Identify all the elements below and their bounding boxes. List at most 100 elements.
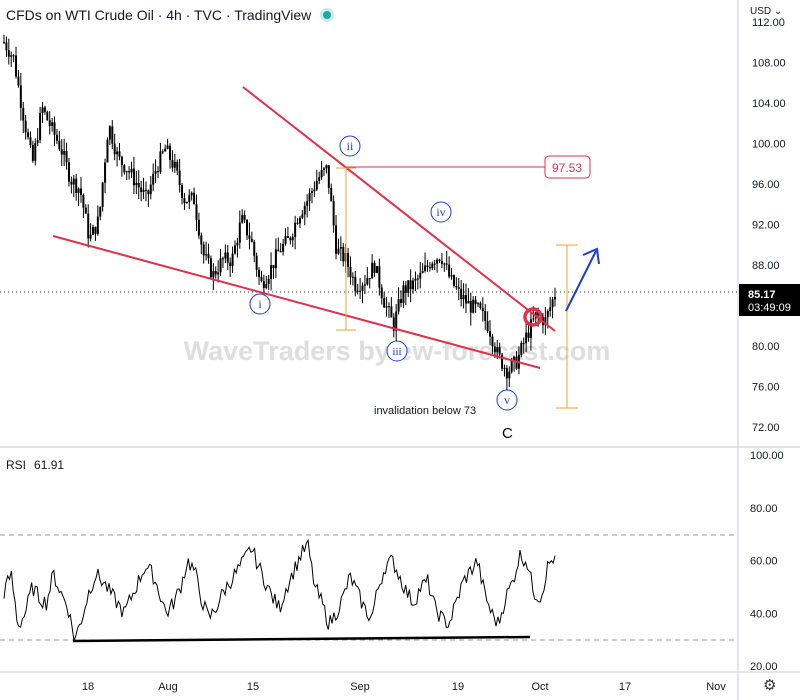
candle-body: [200, 235, 203, 245]
candle-body: [404, 285, 407, 293]
candle-body: [407, 280, 410, 293]
candle-body: [178, 170, 181, 186]
candle-body: [282, 243, 285, 252]
candle-body: [89, 234, 92, 239]
candle-body: [233, 245, 236, 254]
price-tag-box: [739, 284, 800, 316]
projection-arrowhead-icon: [582, 247, 600, 265]
candle-body: [450, 275, 453, 277]
candle-body: [515, 356, 518, 369]
candle-body: [171, 159, 174, 168]
wave-label-iv: iv: [430, 201, 452, 223]
candle-body: [217, 272, 220, 275]
candle-body: [142, 189, 145, 192]
candle-body: [164, 148, 167, 152]
candle-body: [298, 217, 301, 224]
candle-body: [274, 249, 277, 269]
candle-body: [5, 42, 8, 51]
candle-body: [202, 244, 205, 256]
wave-label-i: i: [249, 293, 271, 315]
currency-selector[interactable]: USD ⌄: [750, 6, 782, 17]
currency-label: USD: [750, 6, 772, 17]
candle-body: [445, 263, 448, 265]
candle-body: [339, 246, 342, 249]
candle-body: [169, 145, 172, 160]
candle-body: [67, 162, 70, 182]
candle-body: [104, 162, 107, 183]
candle-body: [120, 156, 123, 166]
time-tick-label: Sep: [350, 681, 370, 693]
gear-icon[interactable]: ⚙: [763, 677, 777, 694]
candle-body: [351, 276, 354, 278]
price-tick-label: 92.00: [752, 220, 780, 232]
candle-body: [306, 201, 309, 206]
time-tick-label: Nov: [706, 681, 726, 693]
price-axis[interactable]: 112.00 108.00 104.00 100.00 96.00 92.00 88.00 8…: [752, 17, 786, 434]
time-axis[interactable]: 18 Aug 15 Sep 19 Oct 17 Nov: [82, 681, 726, 693]
candle-body: [183, 198, 186, 204]
candle-body: [241, 215, 244, 223]
rsi-tick-label: 80.00: [750, 503, 778, 515]
candle-body: [310, 191, 313, 194]
candle-body: [472, 299, 475, 313]
price-tick-label: 80.00: [752, 341, 780, 353]
candle-body: [188, 195, 191, 202]
candle-body: [549, 307, 552, 312]
candle-body: [3, 42, 5, 44]
candle-body: [426, 265, 429, 267]
upper-trendline[interactable]: [242, 86, 556, 332]
candle-body: [308, 193, 311, 202]
price-tick-label: 104.00: [752, 98, 786, 110]
candle-body: [226, 252, 229, 263]
candle-body: [224, 252, 227, 259]
candle-body: [63, 151, 66, 155]
candle-body: [400, 299, 403, 303]
rsi-divergence-line[interactable]: [72, 635, 531, 643]
wave-label-c: C: [502, 425, 513, 442]
candle-body: [205, 254, 208, 256]
candle-body: [315, 181, 318, 190]
candle-body: [176, 161, 179, 171]
candle-body: [270, 265, 273, 279]
candle-body: [75, 178, 78, 193]
candle-body: [277, 249, 280, 252]
candle-body: [53, 122, 56, 135]
candle-body: [51, 122, 54, 126]
candle-body: [22, 107, 25, 121]
candle-body: [390, 306, 393, 318]
price-tag-countdown: 03:49:09: [748, 302, 791, 314]
candle-body: [330, 187, 333, 202]
candle-body: [58, 140, 61, 150]
candle-body: [525, 332, 528, 344]
candle-body: [289, 237, 292, 241]
candle-body: [190, 192, 193, 196]
candle-body: [440, 260, 443, 264]
candle-body: [414, 278, 417, 281]
candle-body: [181, 185, 184, 199]
candle-body: [354, 276, 357, 292]
candle-body: [106, 139, 109, 163]
candle-body: [87, 213, 90, 239]
price-tag-price: 85.17: [748, 289, 776, 301]
level-label: 97.53: [552, 161, 582, 175]
rsi-axis[interactable]: 100.00 80.00 60.00 40.00 20.00: [750, 450, 784, 673]
candle-body: [15, 55, 18, 77]
candle-body: [484, 311, 487, 321]
candle-body: [491, 336, 494, 347]
chevron-down-icon: ⌄: [773, 6, 783, 17]
candle-body: [356, 290, 359, 292]
price-tick-label: 100.00: [752, 139, 786, 151]
candle-body: [29, 137, 32, 146]
candle-body: [231, 253, 234, 267]
candle-body: [92, 226, 95, 235]
candle-body: [392, 317, 395, 331]
candle-body: [118, 151, 121, 157]
market-status-icon: [323, 11, 332, 19]
time-tick-label: 19: [452, 681, 464, 693]
breakout-marker-icon: [523, 307, 543, 327]
candle-body: [428, 266, 431, 269]
candle-body: [505, 368, 508, 379]
lower-trendline[interactable]: [52, 235, 541, 369]
candle-body: [238, 222, 241, 243]
